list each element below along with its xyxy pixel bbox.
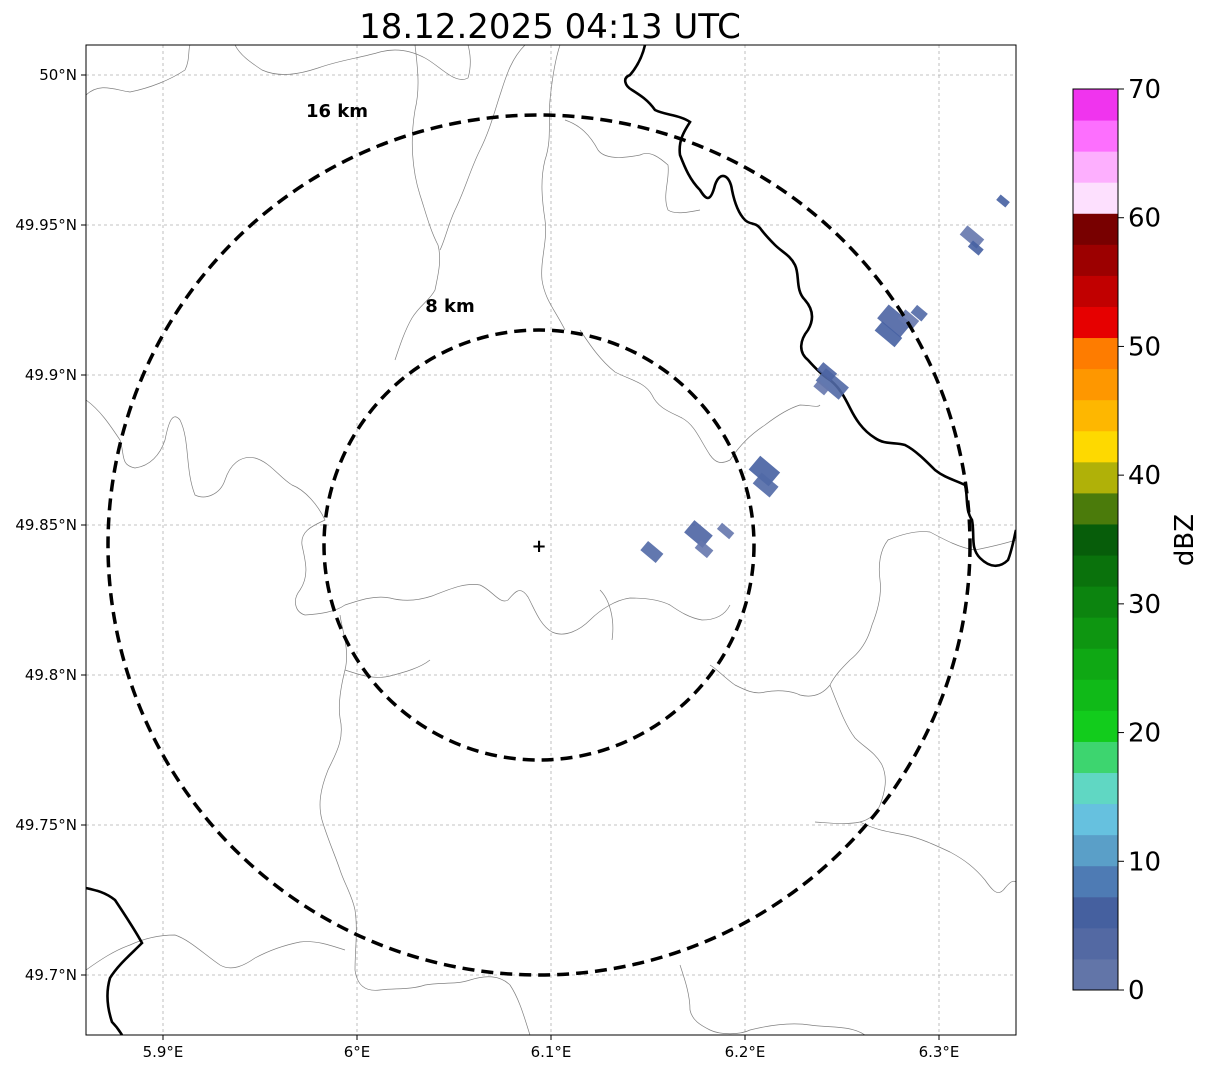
- y-tick-label: 49.75°N: [15, 816, 77, 834]
- colorbar-segment: [1073, 523, 1118, 556]
- radar-echo-cell: [874, 321, 903, 348]
- colorbar-segment: [1073, 89, 1118, 121]
- y-axis-ticks: 50°N 49.95°N 49.9°N 49.85°N 49.8°N 49.75…: [15, 66, 86, 984]
- radar-echo-cell: [694, 540, 714, 559]
- range-ring-16km: [106, 113, 972, 977]
- colorbar-segment: [1073, 741, 1118, 774]
- x-tick-label: 6.3°E: [919, 1043, 960, 1061]
- national-borders: [86, 45, 1016, 1035]
- map-title: 18.12.2025 04:13 UTC: [359, 7, 741, 47]
- radar-echo-cell: [910, 304, 928, 322]
- range-ring-label-16km: 16 km: [306, 101, 368, 122]
- colorbar-tick-label: 70: [1128, 75, 1161, 105]
- colorbar-segment: [1073, 834, 1118, 867]
- radar-echo-cell: [959, 225, 985, 249]
- colorbar-tick-label: 30: [1128, 590, 1161, 620]
- radar-echo-cell: [716, 522, 735, 540]
- colorbar-frame: [1072, 88, 1119, 991]
- y-tick-label: 49.9°N: [25, 366, 77, 384]
- x-tick-label: 5.9°E: [143, 1043, 184, 1061]
- radar-echo: [640, 540, 664, 564]
- colorbar-segment: [1073, 492, 1118, 525]
- colorbar-tick-label: 10: [1128, 847, 1161, 877]
- range-ring-label-8km: 8 km: [425, 296, 475, 317]
- colorbar-tick-label: 20: [1128, 719, 1161, 749]
- colorbar-segment: [1073, 306, 1118, 339]
- colorbar-segment: [1073, 648, 1118, 680]
- radar-echo-cell: [816, 362, 838, 382]
- radar-echo: [874, 304, 928, 348]
- colorbar-segment: [1073, 958, 1118, 991]
- x-axis-ticks: 5.9°E 6°E 6.1°E 6.2°E 6.3°E: [143, 1035, 960, 1061]
- colorbar-segment: [1073, 617, 1118, 649]
- colorbar-segment: [1073, 337, 1118, 370]
- colorbar-segments: [1073, 89, 1118, 991]
- colorbar-segment: [1073, 120, 1118, 152]
- colorbar-segment: [1073, 927, 1118, 960]
- colorbar-segment: [1073, 896, 1118, 929]
- radar-echoes: [640, 194, 1010, 564]
- radar-site-marker: +: [531, 536, 546, 557]
- colorbar-segment: [1073, 430, 1118, 463]
- radar-echo-cell: [684, 520, 713, 548]
- colorbar-segment: [1073, 151, 1118, 183]
- colorbar-tick-label: 0: [1128, 976, 1145, 1006]
- radar-echo-cell: [996, 194, 1010, 208]
- colorbar-tick-label: 40: [1128, 461, 1161, 491]
- colorbar-label: dBZ: [1170, 514, 1200, 566]
- radar-echo-cell: [813, 380, 830, 396]
- x-tick-label: 6.2°E: [725, 1043, 766, 1061]
- admin-boundaries: [86, 45, 1016, 1035]
- y-tick-label: 49.8°N: [25, 666, 77, 684]
- radar-echo-cell: [967, 240, 984, 256]
- colorbar-tick-label: 50: [1128, 332, 1161, 362]
- colorbar-segment: [1073, 244, 1118, 276]
- gridlines: [86, 45, 1016, 1035]
- y-tick-label: 50°N: [39, 66, 77, 84]
- x-tick-label: 6°E: [344, 1043, 371, 1061]
- colorbar-segment: [1073, 275, 1118, 307]
- colorbar-segment: [1073, 803, 1118, 836]
- radar-echo-cell: [752, 472, 779, 498]
- colorbar: 0 10 20 30 40 50 60 70 dBZ: [1072, 75, 1200, 1006]
- radar-echo-cell: [640, 540, 664, 564]
- colorbar-segment: [1073, 368, 1118, 401]
- map-panel: 16 km 8 km +: [85, 44, 1017, 1036]
- radar-echo: [748, 455, 781, 498]
- colorbar-segment: [1073, 182, 1118, 214]
- y-tick-label: 49.95°N: [15, 216, 77, 234]
- x-tick-label: 6.1°E: [531, 1043, 572, 1061]
- colorbar-segment: [1073, 772, 1118, 805]
- radar-echo: [813, 362, 849, 400]
- colorbar-segment: [1073, 461, 1118, 494]
- colorbar-tick-label: 60: [1128, 204, 1161, 234]
- colorbar-segment: [1073, 555, 1118, 587]
- colorbar-segment: [1073, 865, 1118, 898]
- colorbar-segment: [1073, 710, 1118, 742]
- range-rings: [106, 113, 972, 977]
- colorbar-segment: [1073, 399, 1118, 432]
- radar-echo: [716, 522, 735, 540]
- y-tick-label: 49.85°N: [15, 516, 77, 534]
- colorbar-segment: [1073, 586, 1118, 618]
- y-tick-label: 49.7°N: [25, 966, 77, 984]
- radar-echo: [684, 520, 714, 559]
- colorbar-segment: [1073, 679, 1118, 711]
- radar-echo-cell: [877, 304, 912, 338]
- colorbar-ticks: 0 10 20 30 40 50 60 70: [1118, 75, 1161, 1006]
- colorbar-segment: [1073, 213, 1118, 245]
- radar-echo: [959, 225, 985, 256]
- radar-echo-cell: [815, 368, 849, 400]
- radar-echo: [996, 194, 1010, 208]
- radar-echo-cell: [748, 455, 781, 487]
- range-ring-8km: [322, 328, 756, 762]
